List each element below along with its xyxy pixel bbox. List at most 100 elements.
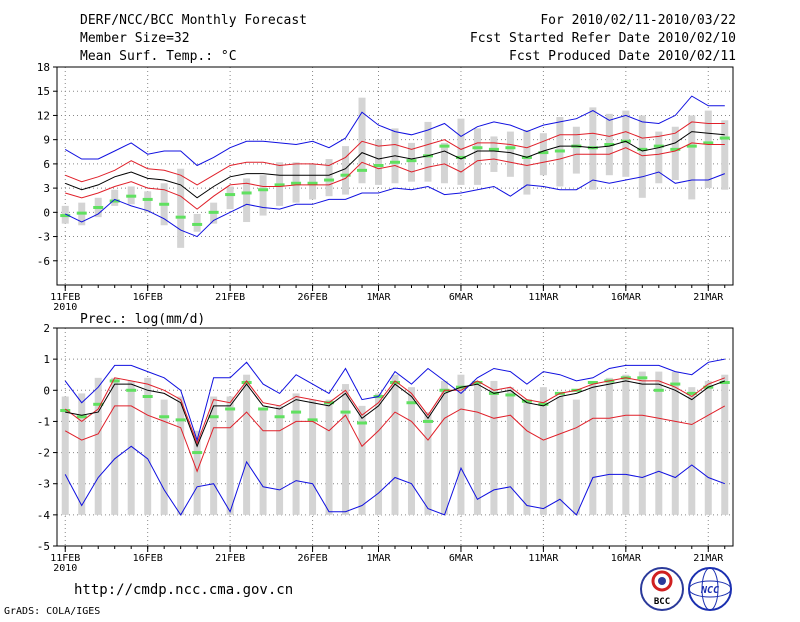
temp-box-20 <box>375 139 383 185</box>
prec-clim-5 <box>126 388 137 392</box>
temp-xtick-label-4: 1MAR <box>366 292 391 303</box>
prec-box-4 <box>111 377 119 515</box>
temp-line-lower <box>65 142 725 210</box>
prec-clim-39 <box>686 391 697 395</box>
prec-box-24 <box>440 380 448 515</box>
precipitation-panel: -5 -4 -3 -2 -1 0 1 2 11FEB 16FEB 21FEB 26FEB 1MAR 6MA… <box>37 322 734 574</box>
prec-clim-9 <box>192 451 203 455</box>
temp-clim-22 <box>406 159 417 163</box>
prec-box-28 <box>506 387 514 515</box>
prec-clim-22 <box>406 401 417 405</box>
prec-clim-1 <box>60 409 71 413</box>
temp-box-23 <box>424 121 432 182</box>
temp-box-38 <box>671 126 679 181</box>
temp-clim-6 <box>142 197 153 201</box>
prec-box-17 <box>325 399 333 515</box>
prec-xtick-label-3: 26FEB <box>298 553 328 564</box>
prec-box-2 <box>78 393 86 515</box>
prec-box-13 <box>259 408 267 515</box>
variable-label: Mean Surf. Temp.: °C <box>80 49 237 64</box>
temp-clim-16 <box>307 181 318 185</box>
temp-ytick-label-5: 9 <box>43 134 50 147</box>
temp-box-16 <box>309 163 317 200</box>
temp-clim-27 <box>488 147 499 151</box>
temp-clim-26 <box>472 146 483 150</box>
prec-clim-37 <box>653 388 664 392</box>
prec-box-3 <box>94 377 102 515</box>
temp-box-37 <box>655 131 663 184</box>
prec-box-23 <box>424 412 432 515</box>
prec-xtick-label-4: 1MAR <box>366 553 391 564</box>
prec-box-41 <box>721 374 729 515</box>
ncc-logo-longitude <box>701 567 719 611</box>
prec-box-36 <box>638 371 646 515</box>
prec-clim-16 <box>307 418 318 422</box>
temp-clim-12 <box>241 191 252 195</box>
prec-ytick-label-1: -4 <box>37 509 51 522</box>
prec-clim-41 <box>719 381 730 384</box>
prec-line-min <box>64 445 725 516</box>
prec-box-35 <box>622 374 630 515</box>
temp-line-upper <box>65 121 725 186</box>
temp-ytick-label-7: 15 <box>37 85 50 98</box>
prec-xtick-label-6: 11MAR <box>528 553 559 564</box>
source-url[interactable]: http://cmdp.ncc.cma.gov.cn <box>74 582 293 598</box>
prec-clim-21 <box>390 381 400 384</box>
prec-xtick-label-0: 11FEB <box>50 553 80 564</box>
prec-clim-28 <box>505 393 516 397</box>
temp-box-32 <box>572 126 580 174</box>
temp-clim-37 <box>653 144 664 148</box>
temp-xtick-label-2: 21FEB <box>215 292 245 303</box>
temp-ytick-label-2: 0 <box>43 206 50 219</box>
prec-box-22 <box>407 387 415 515</box>
temp-clim-3 <box>93 205 104 209</box>
prec-box-19 <box>358 405 366 515</box>
temp-box-19 <box>358 97 366 184</box>
prec-clim-15 <box>291 410 302 414</box>
prec-xtick-label-5: 6MAR <box>449 553 474 564</box>
prec-box-5 <box>127 380 135 515</box>
temp-clim-31 <box>554 149 565 153</box>
bcc-logo: BCC <box>640 567 684 611</box>
prec-box-30 <box>539 387 547 515</box>
forecast-start-date: Fcst Started Refer Date 2010/02/10 <box>470 31 736 46</box>
prec-clim-12 <box>241 381 252 384</box>
temp-xtick-label-1: 16FEB <box>133 292 163 303</box>
temp-clim-19 <box>357 168 368 172</box>
temp-box-4 <box>111 189 119 206</box>
temp-clim-15 <box>291 181 302 185</box>
prec-ytick-label-0: -5 <box>37 540 50 553</box>
prec-clim-18 <box>340 410 351 414</box>
temp-clim-14 <box>274 183 285 187</box>
temp-clim-21 <box>390 160 400 164</box>
temp-box-36 <box>638 115 646 198</box>
prec-box-6 <box>144 377 152 515</box>
prec-box-39 <box>688 387 696 515</box>
temp-xtick-label-8: 21MAR <box>693 292 724 303</box>
ncc-logo-latitude <box>688 580 732 598</box>
temp-box-25 <box>457 118 465 185</box>
prec-box-27 <box>490 380 498 515</box>
prec-clim-26 <box>472 381 483 384</box>
temp-box-39 <box>688 115 696 200</box>
temp-ytick-label-0: -6 <box>37 255 50 268</box>
prec-box-38 <box>671 371 679 515</box>
prec-box-14 <box>276 405 284 515</box>
ncc-logo-text: NCC <box>700 585 719 596</box>
temp-box-35 <box>622 110 630 177</box>
bcc-logo-text: BCC <box>654 597 670 607</box>
prec-clim-7 <box>159 415 170 419</box>
prec-box-29 <box>523 399 531 515</box>
temp-xtick-label-6: 11MAR <box>528 292 559 303</box>
prec-box-21 <box>391 374 399 515</box>
prec-clim-4 <box>109 379 120 383</box>
temp-box-28 <box>506 131 514 177</box>
temp-box-9 <box>193 213 201 232</box>
temp-clim-8 <box>175 215 186 219</box>
prec-ytick-label-4: -1 <box>37 415 50 428</box>
prec-clim-13 <box>258 407 269 411</box>
temp-box-18 <box>342 146 350 195</box>
